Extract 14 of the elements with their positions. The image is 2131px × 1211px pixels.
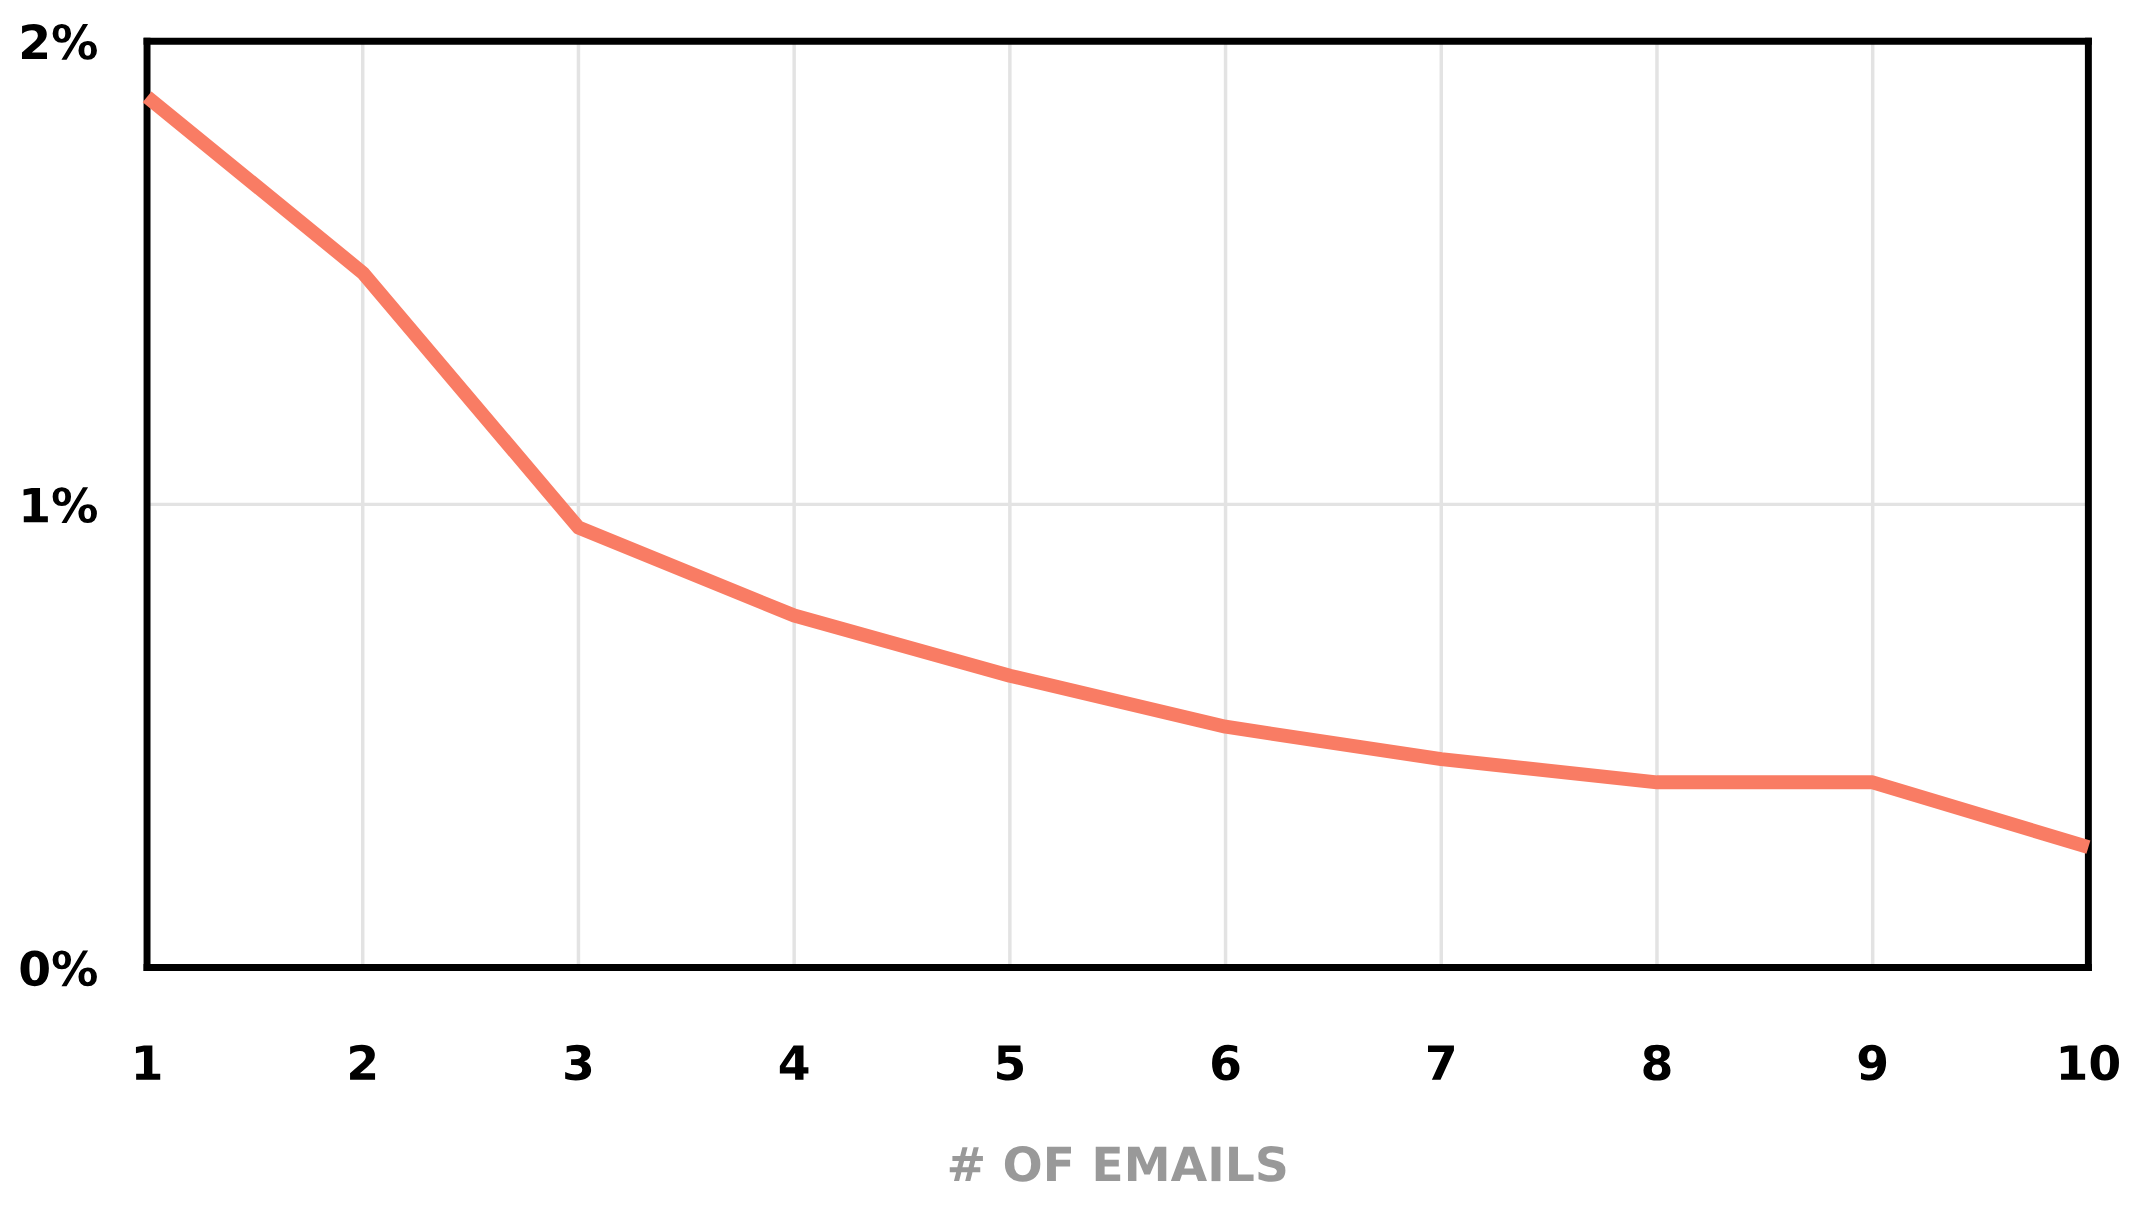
y-tick-label: 0% (20, 950, 97, 987)
x-tick-label: 3 (565, 1044, 592, 1081)
x-tick-label: 6 (1212, 1044, 1240, 1081)
y-tick-label: 2% (21, 24, 97, 60)
x-tick-label: 10 (2060, 1044, 2119, 1081)
y-tick-label: 1% (23, 487, 97, 523)
x-tick-label: 2 (350, 1044, 376, 1080)
x-axis-title: # OF EMAILS (949, 1146, 1286, 1182)
x-tick-label: 9 (1858, 1044, 1887, 1081)
x-tick-label: 4 (779, 1045, 809, 1080)
x-tick-label: 1 (135, 1045, 161, 1080)
x-tick-label: 8 (1643, 1044, 1671, 1081)
x-tick-label: 7 (1428, 1045, 1454, 1080)
x-tick-label: 5 (997, 1045, 1023, 1081)
